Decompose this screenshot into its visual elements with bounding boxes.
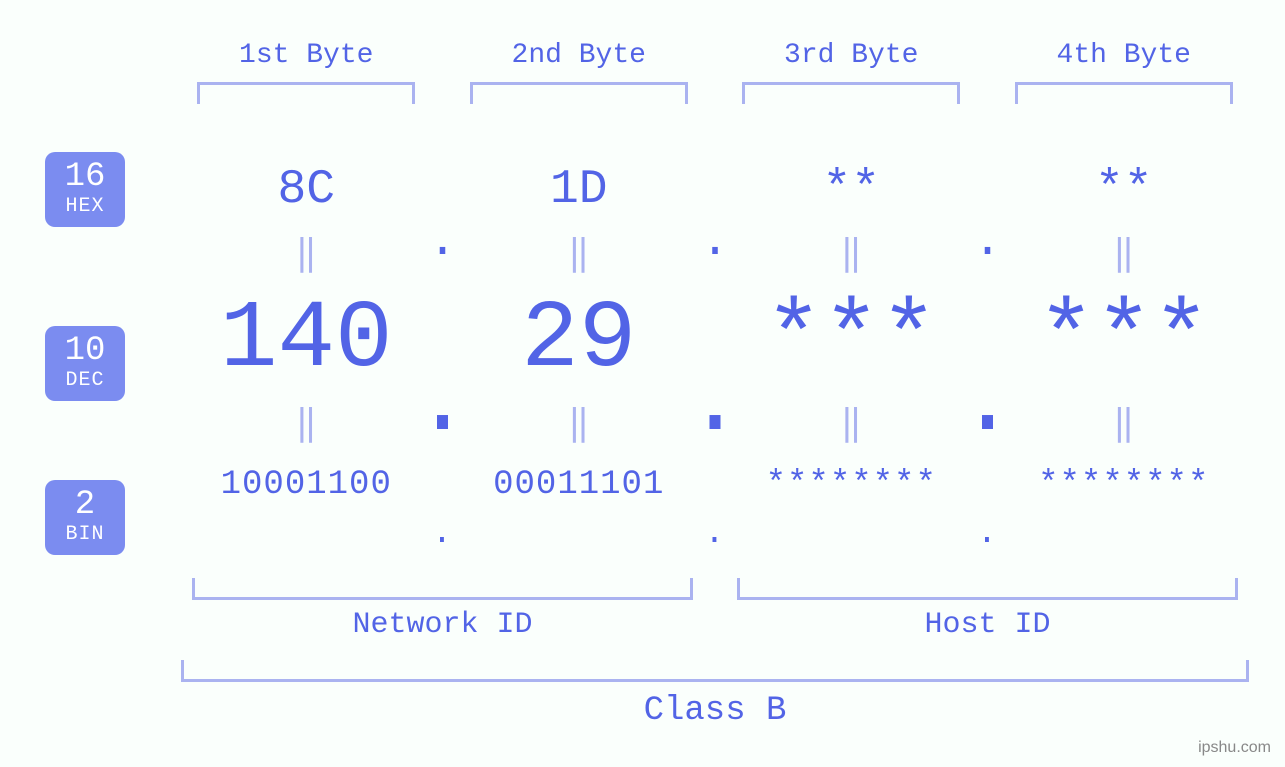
network-id-label: Network ID: [170, 608, 715, 642]
equals-icon: ‖: [170, 230, 443, 280]
equals-icon: ‖: [170, 400, 443, 450]
dec-byte-3: ***: [715, 280, 988, 400]
bin-byte-2: 00011101: [443, 450, 716, 520]
hex-base-label: HEX: [45, 196, 125, 217]
equals-icon: ‖: [715, 230, 988, 280]
bin-byte-1: 10001100: [170, 450, 443, 520]
bin-row: 10001100 . 00011101 . ******** . *******…: [170, 450, 1260, 520]
col-header-1: 1st Byte: [170, 40, 443, 71]
hex-byte-2: 1D: [443, 150, 716, 230]
equals-icon: ‖: [715, 400, 988, 450]
equals-icon: ‖: [988, 230, 1261, 280]
col-header-3: 3rd Byte: [715, 40, 988, 71]
class-bracket: [170, 660, 1260, 682]
hex-base-number: 16: [45, 160, 125, 196]
id-group-labels: Network ID Host ID: [170, 608, 1260, 642]
dec-byte-2: 29: [443, 280, 716, 400]
hex-row: 8C . 1D . ** . **: [170, 150, 1260, 230]
hex-byte-4: **: [988, 150, 1261, 230]
top-brackets: [170, 82, 1260, 104]
dec-base-label: DEC: [45, 370, 125, 391]
bin-base-number: 2: [45, 488, 125, 524]
bin-badge: 2 BIN: [45, 480, 125, 555]
bin-byte-4: ********: [988, 450, 1261, 520]
equals-icon: ‖: [443, 400, 716, 450]
class-label: Class B: [170, 692, 1260, 730]
bin-byte-3: ********: [715, 450, 988, 520]
equals-row-1: ‖ ‖ ‖ ‖: [170, 230, 1260, 280]
dec-byte-1: 140: [170, 280, 443, 400]
col-header-2: 2nd Byte: [443, 40, 716, 71]
equals-icon: ‖: [988, 400, 1261, 450]
byte-column-headers: 1st Byte 2nd Byte 3rd Byte 4th Byte: [170, 40, 1260, 71]
watermark: ipshu.com: [1198, 739, 1271, 757]
ip-data-grid: 8C . 1D . ** . ** ‖ ‖ ‖ ‖ 140 . 29 . ***…: [170, 150, 1260, 520]
host-id-label: Host ID: [715, 608, 1260, 642]
hex-byte-1: 8C: [170, 150, 443, 230]
dec-base-number: 10: [45, 334, 125, 370]
col-header-4: 4th Byte: [988, 40, 1261, 71]
dec-row: 140 . 29 . *** . ***: [170, 280, 1260, 400]
hex-byte-3: **: [715, 150, 988, 230]
equals-row-2: ‖ ‖ ‖ ‖: [170, 400, 1260, 450]
bin-base-label: BIN: [45, 524, 125, 545]
dec-byte-4: ***: [988, 280, 1261, 400]
equals-icon: ‖: [443, 230, 716, 280]
hex-badge: 16 HEX: [45, 152, 125, 227]
dec-badge: 10 DEC: [45, 326, 125, 401]
id-group-brackets: [170, 578, 1260, 600]
